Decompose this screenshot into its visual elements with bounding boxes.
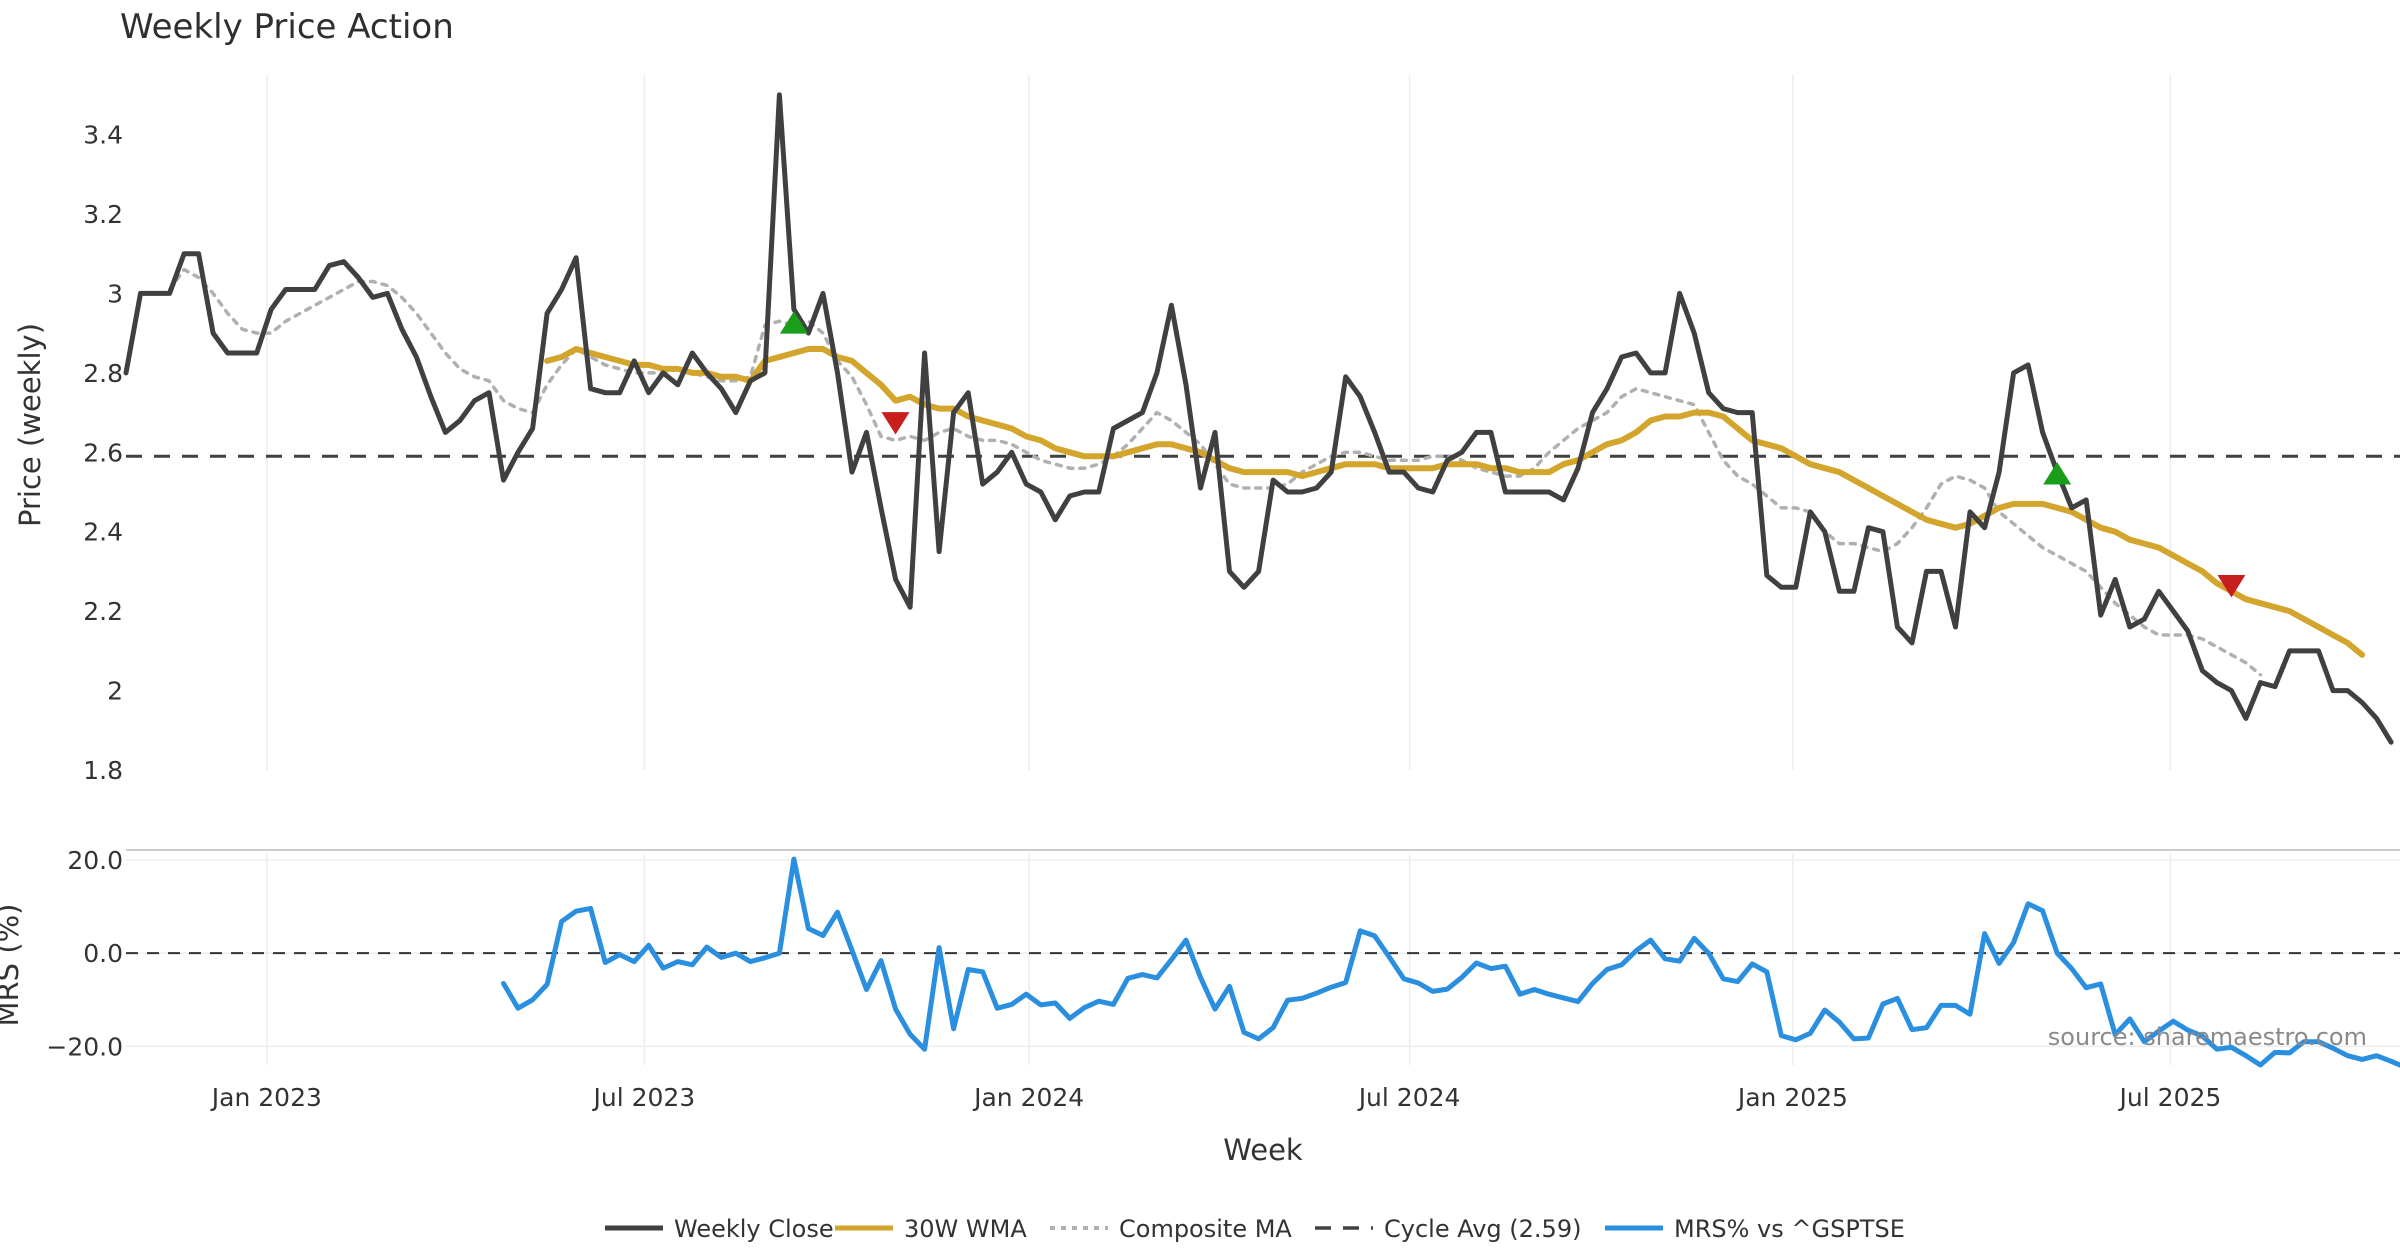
- mrs-y-tick-label: 20.0: [67, 846, 123, 875]
- legend-label-weekly-close: Weekly Close: [674, 1215, 834, 1243]
- x-tick-label: Jul 2024: [1357, 1083, 1461, 1112]
- legend-label-cycle-avg-2-59: Cycle Avg (2.59): [1384, 1215, 1581, 1243]
- price-y-tick-label: 2.4: [83, 518, 123, 547]
- price-y-tick-label: 3.4: [83, 121, 123, 150]
- x-axis-title: Week: [1223, 1133, 1303, 1167]
- mrs-y-tick-label: 0.0: [83, 939, 123, 968]
- price-gridlines: [266, 75, 2172, 770]
- mrs-y-axis: −20.0 0.0 20.0: [46, 846, 123, 1061]
- buy-marker: [2043, 462, 2072, 485]
- sell-marker: [881, 412, 910, 435]
- series-composite-ma: [167, 267, 2263, 677]
- y-axis-title-price: Price (weekly): [13, 323, 47, 527]
- source-watermark: source: sharemaestro.com: [2048, 1023, 2367, 1051]
- series-mrs-vs-gsptse: [501, 856, 2400, 1068]
- x-tick-label: Jan 2025: [1736, 1083, 1848, 1112]
- series-weekly-close: [123, 92, 2394, 745]
- series-30w-wma: [544, 346, 2366, 658]
- price-y-tick-label: 2.6: [83, 438, 123, 467]
- legend-label-composite-ma: Composite MA: [1119, 1215, 1292, 1243]
- price-y-tick-label: 3.2: [83, 200, 123, 229]
- y-axis-title-mrs: MRS (%): [0, 904, 25, 1027]
- chart-title: Weekly Price Action: [120, 7, 454, 47]
- price-y-tick-label: 3: [107, 279, 123, 308]
- legend-label-30w-wma: 30W WMA: [904, 1215, 1027, 1243]
- x-tick-label: Jan 2024: [972, 1083, 1084, 1112]
- price-series: [123, 92, 2400, 745]
- buy-marker: [779, 311, 808, 334]
- price-y-tick-label: 2.8: [83, 359, 123, 388]
- price-y-tick-label: 1.8: [83, 756, 123, 785]
- sell-marker: [2217, 574, 2246, 598]
- price-y-axis: 1.8 2 2.2 2.4 2.6 2.8 3 3.2 3.4: [83, 121, 123, 785]
- price-y-tick-label: 2: [107, 677, 123, 706]
- x-axis: Jan 2023 Jul 2023 Jan 2024 Jul 2024 Jan 2025…: [210, 1083, 2221, 1112]
- x-tick-label: Jul 2023: [591, 1083, 695, 1112]
- signal-markers: [779, 311, 2246, 598]
- price-y-tick-label: 2.2: [83, 597, 123, 626]
- mrs-y-tick-label: −20.0: [46, 1032, 123, 1061]
- legend: Weekly Close 30W WMA Composite MA Cycle Avg…: [605, 1215, 1905, 1243]
- x-tick-label: Jan 2023: [210, 1083, 322, 1112]
- x-tick-label: Jul 2025: [2118, 1083, 2222, 1112]
- legend-label-mrs-vs-gsptse: MRS% vs ^GSPTSE: [1674, 1215, 1905, 1243]
- mrs-series: [126, 856, 2400, 1068]
